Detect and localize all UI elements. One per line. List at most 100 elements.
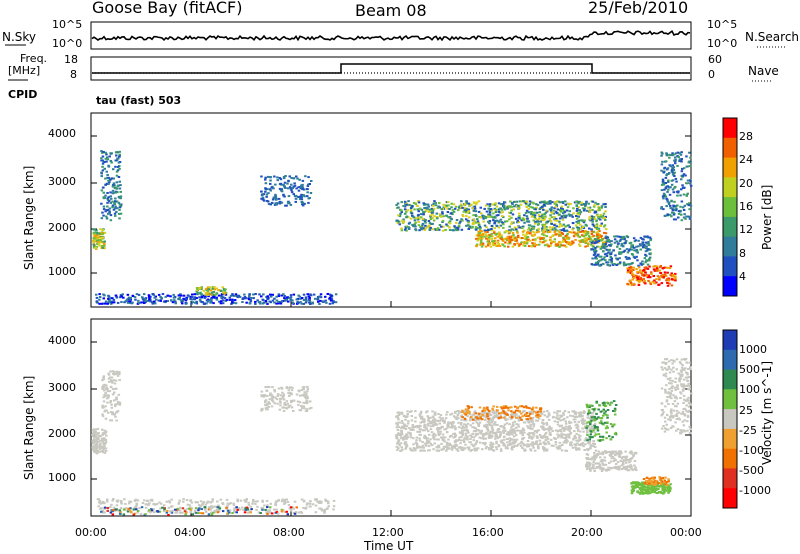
power-cell bbox=[515, 239, 519, 242]
velocity-cell bbox=[591, 430, 595, 433]
velocity-cell bbox=[308, 407, 311, 410]
velocity-cell bbox=[452, 421, 455, 423]
power-cell bbox=[434, 201, 437, 204]
power-cell bbox=[494, 244, 498, 247]
power-cell bbox=[195, 300, 198, 303]
power-cell bbox=[455, 219, 459, 221]
velocity-cell bbox=[579, 430, 582, 433]
velocity-cell bbox=[536, 411, 540, 414]
velocity-cell bbox=[260, 394, 263, 397]
velocity-cell bbox=[499, 431, 503, 434]
power-cell bbox=[546, 229, 549, 232]
power-cell bbox=[486, 240, 489, 243]
power-cell bbox=[277, 301, 280, 303]
velocity-cell bbox=[506, 444, 510, 447]
velocity-cell bbox=[283, 403, 286, 406]
velocity-cell bbox=[504, 405, 508, 408]
velocity-cell bbox=[656, 484, 659, 486]
power-cell bbox=[555, 217, 558, 220]
power-cell bbox=[215, 298, 219, 301]
power-cell bbox=[108, 155, 111, 158]
velocity-cell bbox=[582, 445, 585, 448]
velocity-cell bbox=[103, 432, 106, 435]
velocity-cell bbox=[113, 413, 116, 416]
velocity-cell bbox=[641, 486, 644, 489]
velocity-cell bbox=[108, 380, 111, 383]
velocity-cell bbox=[650, 491, 654, 494]
velocity-cell bbox=[525, 411, 529, 414]
velocity-cell bbox=[508, 442, 512, 445]
power-cell bbox=[501, 239, 505, 242]
power-cell bbox=[670, 215, 673, 218]
power-cell bbox=[453, 225, 456, 228]
velocity-cell bbox=[668, 486, 672, 489]
power-cell bbox=[118, 180, 121, 183]
velocity-cell bbox=[630, 450, 633, 453]
power-cell bbox=[424, 208, 427, 211]
power-cell bbox=[402, 220, 406, 223]
power-cell bbox=[550, 216, 554, 219]
power-cell bbox=[428, 208, 432, 211]
velocity-cell bbox=[617, 455, 621, 458]
power-cell bbox=[461, 219, 464, 222]
velocity-cell bbox=[444, 428, 448, 431]
power-cell bbox=[568, 214, 572, 217]
velocity-cell bbox=[593, 422, 597, 425]
power-cell bbox=[513, 238, 516, 241]
velocity-cell bbox=[114, 403, 117, 406]
power-cell bbox=[527, 211, 531, 214]
power-cell bbox=[420, 216, 423, 219]
velocity-cell bbox=[465, 438, 468, 441]
power-cell bbox=[457, 209, 460, 212]
power-cell bbox=[274, 196, 278, 199]
power-cell bbox=[114, 200, 117, 203]
power-cell bbox=[594, 248, 597, 251]
power-cell bbox=[567, 224, 570, 227]
velocity-cell bbox=[615, 452, 618, 455]
power-cell bbox=[660, 207, 663, 210]
power-cell bbox=[478, 225, 482, 228]
power-cell bbox=[312, 293, 316, 296]
power-cell bbox=[412, 224, 415, 227]
power-cell bbox=[471, 222, 475, 224]
velocity-cell bbox=[575, 439, 578, 442]
power-cell bbox=[543, 224, 546, 227]
velocity-cell bbox=[451, 423, 454, 426]
power-cell bbox=[464, 210, 468, 213]
power-cell bbox=[577, 231, 580, 234]
power-cell bbox=[530, 215, 534, 218]
velocity-cell bbox=[494, 411, 498, 414]
power-cell bbox=[642, 269, 646, 271]
velocity-cell bbox=[440, 436, 443, 439]
velocity-cell bbox=[593, 410, 596, 413]
power-cell bbox=[261, 302, 265, 305]
velocity-cell bbox=[598, 452, 602, 455]
velocity-cell bbox=[655, 484, 658, 487]
power-cell bbox=[286, 187, 290, 190]
velocity-cell bbox=[111, 381, 114, 384]
velocity-cell bbox=[111, 380, 114, 383]
velocity-cell bbox=[433, 418, 437, 421]
power-cell bbox=[627, 263, 630, 266]
velocity-cell bbox=[564, 425, 568, 428]
velocity-cell bbox=[432, 423, 435, 426]
power-cell bbox=[543, 213, 546, 216]
velocity-cell bbox=[648, 480, 651, 483]
power-cell bbox=[228, 298, 232, 301]
power-cell bbox=[481, 237, 484, 240]
velocity-cell bbox=[530, 442, 534, 445]
velocity-cell bbox=[495, 448, 498, 451]
power-cell bbox=[687, 161, 690, 164]
velocity-cell bbox=[577, 436, 581, 439]
power-cell bbox=[608, 258, 611, 261]
power-cell bbox=[107, 301, 111, 304]
power-cell bbox=[303, 195, 306, 198]
power-cell bbox=[603, 240, 606, 243]
power-cell bbox=[533, 242, 536, 245]
velocity-cell bbox=[107, 394, 110, 397]
power-cell bbox=[212, 302, 215, 305]
velocity-cell bbox=[508, 440, 512, 442]
power-cell bbox=[397, 214, 400, 217]
power-cell bbox=[523, 244, 527, 247]
velocity-cell bbox=[305, 402, 309, 405]
